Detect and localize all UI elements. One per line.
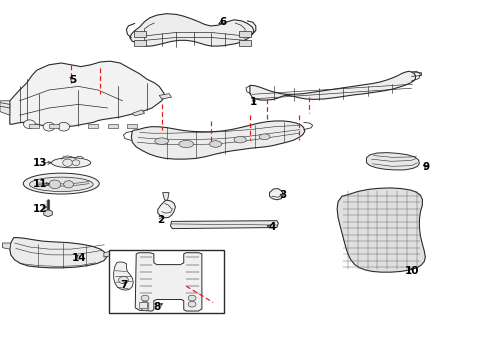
Ellipse shape [155,138,169,144]
Text: 2: 2 [157,215,164,225]
Ellipse shape [29,177,93,192]
Ellipse shape [210,141,221,147]
Polygon shape [158,200,175,218]
Polygon shape [2,243,11,249]
Polygon shape [337,188,425,272]
Text: 6: 6 [220,17,226,27]
Text: 14: 14 [72,253,87,263]
Text: 4: 4 [268,222,276,232]
Polygon shape [131,121,305,159]
Circle shape [72,160,80,166]
Polygon shape [44,210,52,217]
Text: 8: 8 [153,302,160,312]
Text: 13: 13 [33,158,48,168]
Ellipse shape [234,136,246,143]
Text: 9: 9 [423,162,430,172]
Polygon shape [0,103,10,108]
Text: 12: 12 [33,204,48,214]
Polygon shape [250,71,416,100]
Circle shape [58,122,70,131]
Polygon shape [29,124,39,128]
Text: 3: 3 [280,190,287,200]
Circle shape [64,181,74,188]
Polygon shape [108,124,118,128]
Polygon shape [239,40,251,46]
Circle shape [63,159,73,166]
Polygon shape [134,40,146,46]
FancyBboxPatch shape [109,250,224,313]
Ellipse shape [179,140,194,148]
Polygon shape [88,124,98,128]
Circle shape [24,120,35,129]
Polygon shape [104,251,112,257]
Polygon shape [239,31,251,37]
Polygon shape [163,193,169,200]
Polygon shape [10,61,164,127]
Polygon shape [134,31,146,37]
Polygon shape [49,124,59,128]
Polygon shape [270,189,283,200]
Polygon shape [139,302,147,308]
Polygon shape [367,153,419,170]
Polygon shape [0,101,10,115]
Ellipse shape [259,134,270,140]
Ellipse shape [24,173,99,194]
Circle shape [141,295,149,301]
Text: 10: 10 [404,266,419,276]
Circle shape [141,305,149,311]
Text: 11: 11 [33,179,48,189]
Text: 7: 7 [120,280,127,290]
Polygon shape [127,124,137,128]
Polygon shape [171,221,278,229]
Polygon shape [114,262,133,290]
Polygon shape [135,253,202,311]
Circle shape [141,301,149,307]
Polygon shape [159,94,171,99]
Ellipse shape [51,158,91,168]
Circle shape [43,122,55,131]
Circle shape [188,301,196,307]
Circle shape [119,276,128,284]
Circle shape [49,180,61,189]
Polygon shape [130,14,254,46]
Polygon shape [132,110,145,116]
Text: 1: 1 [250,96,257,107]
Polygon shape [10,238,107,268]
Circle shape [188,295,196,301]
Text: 5: 5 [69,75,76,85]
